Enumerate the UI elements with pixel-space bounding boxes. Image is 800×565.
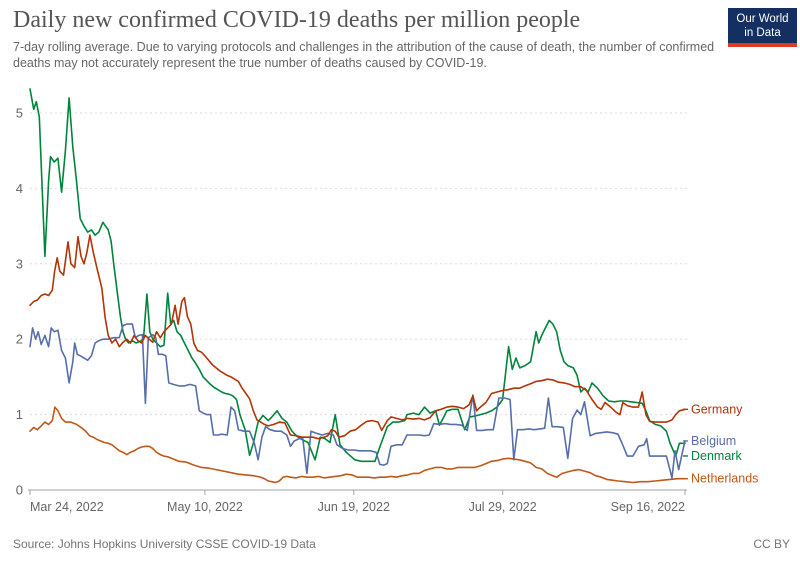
- y-tick-label-4: 4: [16, 181, 23, 196]
- legend-label-denmark[interactable]: Denmark: [691, 449, 742, 463]
- page-title: Daily new confirmed COVID-19 deaths per …: [13, 7, 581, 33]
- chart-subtitle: 7-day rolling average. Due to varying pr…: [13, 40, 715, 70]
- owid-logo-line1: Our World: [736, 13, 789, 25]
- owid-logo-line2: in Data: [744, 27, 781, 39]
- x-tick-label-87: Jun 19, 2022: [318, 500, 390, 514]
- x-tick-label-127: Jul 29, 2022: [469, 500, 537, 514]
- x-tick-label-47: May 10, 2022: [167, 500, 243, 514]
- source-note: Source: Johns Hopkins University CSSE CO…: [13, 537, 316, 551]
- series-line-netherlands[interactable]: [29, 406, 686, 484]
- legend-label-netherlands[interactable]: Netherlands: [691, 472, 758, 486]
- license-link[interactable]: CC BY: [753, 537, 790, 551]
- x-tick-label-0: Mar 24, 2022: [30, 500, 104, 514]
- series-line-belgium[interactable]: [29, 323, 686, 479]
- y-tick-label-2: 2: [16, 332, 23, 347]
- owid-logo[interactable]: Our World in Data: [728, 8, 797, 47]
- y-tick-label-0: 0: [16, 483, 23, 498]
- y-tick-label-3: 3: [16, 256, 23, 271]
- legend-label-belgium[interactable]: Belgium: [691, 434, 736, 448]
- series-line-germany[interactable]: [29, 234, 686, 440]
- x-tick-label-176: Sep 16, 2022: [611, 500, 685, 514]
- series-line-denmark[interactable]: [29, 88, 686, 463]
- y-tick-label-5: 5: [16, 106, 23, 121]
- y-tick-label-1: 1: [16, 407, 23, 422]
- legend-label-germany[interactable]: Germany: [691, 402, 743, 416]
- chart-footer: Source: Johns Hopkins University CSSE CO…: [13, 537, 790, 551]
